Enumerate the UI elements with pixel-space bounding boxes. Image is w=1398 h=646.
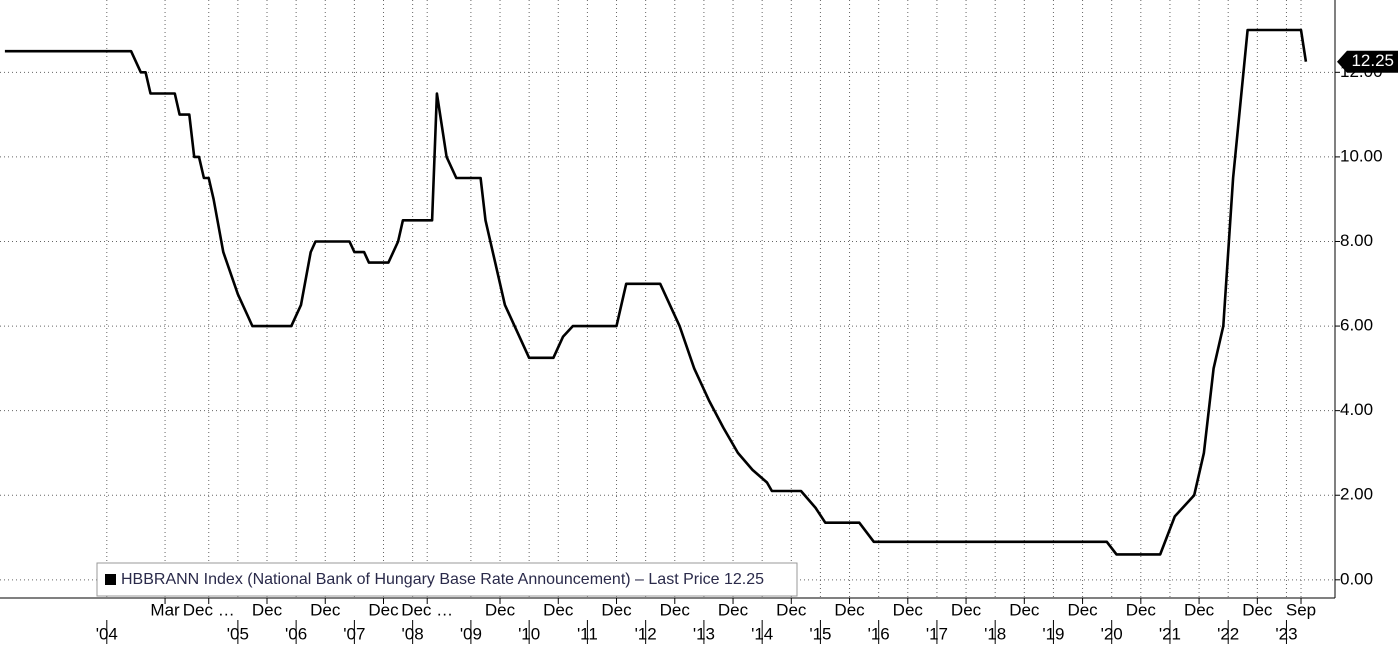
year-label: '15 bbox=[809, 624, 831, 643]
y-tick-label: 6.00 bbox=[1340, 316, 1373, 335]
x-tick-label: Dec bbox=[1009, 600, 1040, 619]
x-tick-label: Dec bbox=[1242, 600, 1273, 619]
x-tick-label: Dec bbox=[543, 600, 574, 619]
y-tick-label: 4.00 bbox=[1340, 400, 1373, 419]
x-tick-label: Dec bbox=[310, 600, 341, 619]
year-label: '05 bbox=[227, 624, 249, 643]
year-label: '19 bbox=[1042, 624, 1064, 643]
x-tick-label: Dec bbox=[1067, 600, 1098, 619]
x-tick-label: Dec … bbox=[401, 600, 453, 619]
year-label: '08 bbox=[402, 624, 424, 643]
x-tick-label: Dec bbox=[951, 600, 982, 619]
year-label: '06 bbox=[285, 624, 307, 643]
x-tick-label: Dec … bbox=[183, 600, 235, 619]
x-tick-label: Dec bbox=[660, 600, 691, 619]
y-tick-label: 8.00 bbox=[1340, 231, 1373, 250]
last-price-label: 12.25 bbox=[1351, 51, 1394, 70]
x-tick-label: Dec bbox=[1126, 600, 1157, 619]
year-label: '17 bbox=[926, 624, 948, 643]
year-label: '13 bbox=[693, 624, 715, 643]
year-label: '07 bbox=[343, 624, 365, 643]
x-tick-label: Mar bbox=[150, 600, 180, 619]
x-tick-label: Dec bbox=[368, 600, 399, 619]
year-label: '18 bbox=[984, 624, 1006, 643]
series-line bbox=[4, 28, 1308, 556]
x-tick-label: Sep bbox=[1286, 600, 1316, 619]
year-label: '22 bbox=[1217, 624, 1239, 643]
y-tick-label: 2.00 bbox=[1340, 485, 1373, 504]
legend-box bbox=[96, 562, 798, 597]
last-price-tag bbox=[1337, 50, 1398, 73]
year-label: '04 bbox=[96, 624, 118, 643]
year-label: '11 bbox=[577, 624, 598, 643]
x-tick-label: Dec bbox=[893, 600, 924, 619]
x-tick-label: Dec bbox=[776, 600, 807, 619]
year-label: '23 bbox=[1275, 624, 1297, 643]
y-tick-label: 10.00 bbox=[1340, 146, 1383, 165]
legend-swatch bbox=[105, 574, 116, 585]
x-tick-label: Dec bbox=[601, 600, 632, 619]
x-tick-label: Dec bbox=[718, 600, 749, 619]
year-label: '20 bbox=[1101, 624, 1123, 643]
x-tick-label: Dec bbox=[1184, 600, 1215, 619]
year-label: '10 bbox=[518, 624, 540, 643]
x-tick-label: Dec bbox=[834, 600, 865, 619]
year-label: '09 bbox=[460, 624, 482, 643]
year-label: '16 bbox=[868, 624, 890, 643]
year-label: '21 bbox=[1159, 624, 1181, 643]
year-label: '14 bbox=[751, 624, 773, 643]
x-tick-label: Dec bbox=[252, 600, 283, 619]
legend-label: HBBRANN Index (National Bank of Hungary … bbox=[121, 571, 764, 588]
y-tick-label: 0.00 bbox=[1340, 569, 1373, 588]
x-tick-label: Dec bbox=[485, 600, 516, 619]
year-label: '12 bbox=[635, 624, 657, 643]
